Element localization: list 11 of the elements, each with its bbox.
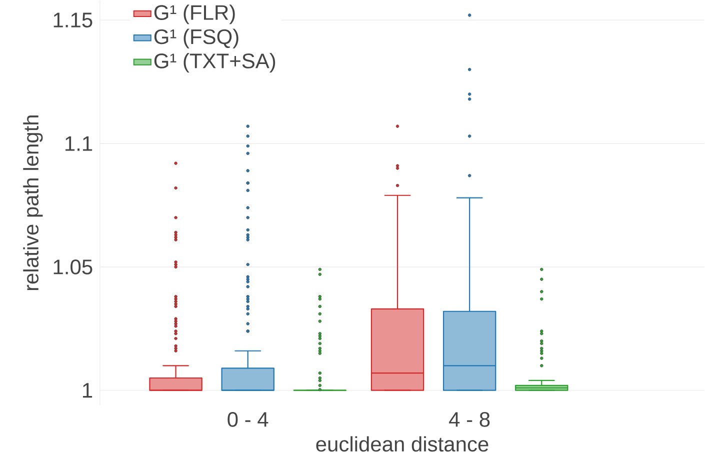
x-tick-label: 4 - 8 <box>449 412 490 427</box>
y-tick-label: 1.15 <box>54 12 92 28</box>
legend-label: G¹ (TXT+SA) <box>154 52 276 72</box>
y-tick-label: 1.05 <box>54 259 92 274</box>
legend-label: G¹ (FSQ) <box>154 28 238 48</box>
y-tick-label: 1.1 <box>66 136 92 151</box>
y-tick-label: 1 <box>83 383 92 398</box>
y-axis-title: relative path length <box>23 115 43 290</box>
x-tick-label: 0 - 4 <box>228 412 268 427</box>
legend-label: G¹ (FLR) <box>154 4 235 24</box>
x-axis-title: euclidean distance <box>316 436 488 452</box>
